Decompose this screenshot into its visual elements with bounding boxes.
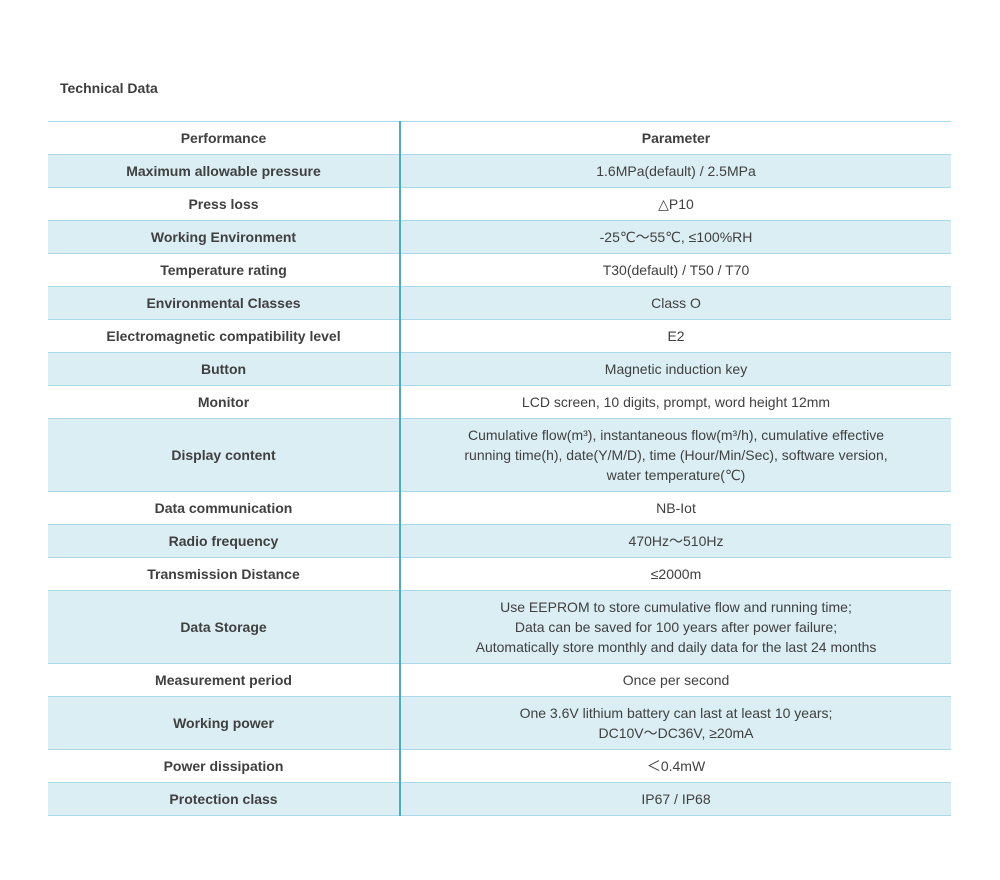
parameter-cell: Magnetic induction key xyxy=(399,352,951,386)
performance-cell: Transmission Distance xyxy=(48,557,400,591)
performance-cell: Electromagnetic compatibility level xyxy=(48,319,400,353)
parameter-line: △P10 xyxy=(658,196,694,212)
table-row: Environmental Classes Class O xyxy=(48,286,951,320)
parameter-line: ≤2000m xyxy=(650,566,702,582)
parameter-cell: Use EEPROM to store cumulative flow and … xyxy=(399,590,951,664)
technical-data-table: Performance Parameter Maximum allowable … xyxy=(48,121,951,816)
performance-cell: Monitor xyxy=(48,385,400,419)
table-row: Press loss △P10 xyxy=(48,187,951,221)
parameter-cell: △P10 xyxy=(399,187,951,221)
parameter-line: running time(h), date(Y/M/D), time (Hour… xyxy=(464,447,888,463)
parameter-line: 470Hz～510Hz xyxy=(628,533,724,549)
parameter-cell: -25℃～55℃, ≤100%RH xyxy=(399,220,951,254)
parameter-line: -25℃～55℃, ≤100%RH xyxy=(599,229,753,245)
table-row: Protection class IP67 / IP68 xyxy=(48,782,951,816)
table-row: Data communication NB-Iot xyxy=(48,491,951,525)
performance-cell: Button xyxy=(48,352,400,386)
parameter-cell: IP67 / IP68 xyxy=(399,782,951,816)
parameter-line: DC10V～DC36V, ≥20mA xyxy=(598,725,754,741)
parameter-cell: One 3.6V lithium battery can last at lea… xyxy=(399,696,951,750)
parameter-line: Use EEPROM to store cumulative flow and … xyxy=(500,599,852,615)
parameter-cell: ≤2000m xyxy=(399,557,951,591)
parameter-line: Magnetic induction key xyxy=(604,361,748,377)
parameter-cell: Cumulative flow(m³), instantaneous flow(… xyxy=(399,418,951,492)
performance-cell: Maximum allowable pressure xyxy=(48,154,400,188)
parameter-line: Class O xyxy=(651,295,701,311)
table-row: Working Environment -25℃～55℃, ≤100%RH xyxy=(48,220,951,254)
parameter-cell: E2 xyxy=(399,319,951,353)
performance-cell: Temperature rating xyxy=(48,253,400,287)
performance-column-header: Performance xyxy=(48,121,400,155)
parameter-line: Once per second xyxy=(622,672,730,688)
table-row: Electromagnetic compatibility level E2 xyxy=(48,319,951,353)
performance-cell: Data Storage xyxy=(48,590,400,664)
parameter-line: One 3.6V lithium battery can last at lea… xyxy=(519,705,833,721)
performance-cell: Display content xyxy=(48,418,400,492)
table-row: Temperature rating T30(default) / T50 / T… xyxy=(48,253,951,287)
table-header-row: Performance Parameter xyxy=(48,121,951,155)
parameter-cell: Class O xyxy=(399,286,951,320)
performance-cell: Data communication xyxy=(48,491,400,525)
parameter-line: IP67 / IP68 xyxy=(641,791,711,807)
page-title: Technical Data xyxy=(60,80,158,96)
parameter-line: LCD screen, 10 digits, prompt, word heig… xyxy=(521,394,831,410)
parameter-line: NB-Iot xyxy=(656,500,696,516)
performance-cell: Working power xyxy=(48,696,400,750)
table-row: Maximum allowable pressure 1.6MPa(default… xyxy=(48,154,951,188)
performance-cell: Environmental Classes xyxy=(48,286,400,320)
performance-cell: Protection class xyxy=(48,782,400,816)
parameter-cell: 1.6MPa(default) / 2.5MPa xyxy=(399,154,951,188)
table-row: Display content Cumulative flow(m³), inst… xyxy=(48,418,951,492)
table-row: Radio frequency 470Hz～510Hz xyxy=(48,524,951,558)
table-row: Data Storage Use EEPROM to store cumulati… xyxy=(48,590,951,664)
performance-cell: Radio frequency xyxy=(48,524,400,558)
parameter-cell: LCD screen, 10 digits, prompt, word heig… xyxy=(399,385,951,419)
performance-cell: Power dissipation xyxy=(48,749,400,783)
table-row: Power dissipation ＜0.4mW xyxy=(48,749,951,783)
parameter-cell: NB-Iot xyxy=(399,491,951,525)
parameter-column-header: Parameter xyxy=(399,121,951,155)
table-row: Monitor LCD screen, 10 digits, prompt, wo… xyxy=(48,385,951,419)
table-row: Transmission Distance ≤2000m xyxy=(48,557,951,591)
parameter-line: E2 xyxy=(667,328,685,344)
parameter-line: water temperature(℃) xyxy=(606,467,746,483)
table-row: Measurement period Once per second xyxy=(48,663,951,697)
parameter-line: Data can be saved for 100 years after po… xyxy=(514,619,838,635)
performance-cell: Working Environment xyxy=(48,220,400,254)
parameter-line: T30(default) / T50 / T70 xyxy=(602,262,750,278)
parameter-cell: T30(default) / T50 / T70 xyxy=(399,253,951,287)
table-row: Button Magnetic induction key xyxy=(48,352,951,386)
parameter-line: Automatically store monthly and daily da… xyxy=(475,639,877,655)
parameter-cell: ＜0.4mW xyxy=(399,749,951,783)
performance-cell: Press loss xyxy=(48,187,400,221)
parameter-line: ＜0.4mW xyxy=(646,758,706,774)
parameter-cell: Once per second xyxy=(399,663,951,697)
table-row: Working power One 3.6V lithium battery ca… xyxy=(48,696,951,750)
performance-cell: Measurement period xyxy=(48,663,400,697)
parameter-line: 1.6MPa(default) / 2.5MPa xyxy=(596,163,756,179)
parameter-line: Cumulative flow(m³), instantaneous flow(… xyxy=(467,427,884,443)
parameter-cell: 470Hz～510Hz xyxy=(399,524,951,558)
table-body: Maximum allowable pressure 1.6MPa(default… xyxy=(48,154,951,816)
